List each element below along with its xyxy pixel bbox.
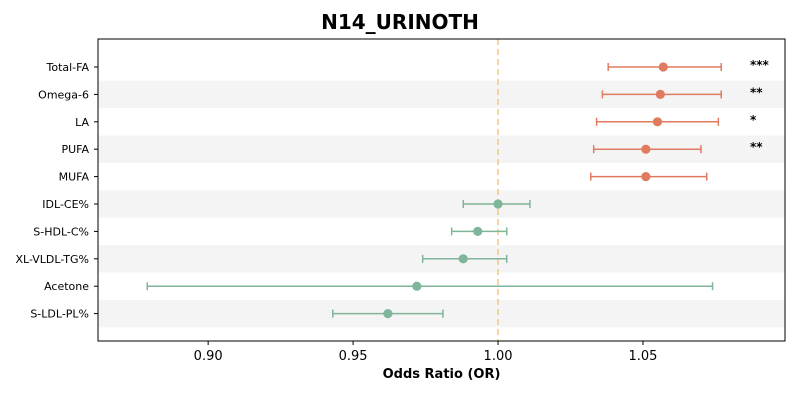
y-tick-label: LA [75,116,89,129]
y-tick-label: IDL-CE% [42,198,89,211]
significance-label: *** [750,58,770,72]
x-tick-label: 1.00 [484,349,513,364]
x-tick-label: 0.95 [339,349,368,364]
x-tick-label: 0.90 [194,349,223,364]
significance-label: ** [750,85,763,99]
or-point [658,62,668,72]
y-tick-label: MUFA [59,171,90,184]
significance-label: * [750,113,757,127]
y-tick-label: S-LDL-PL% [30,308,89,321]
x-tick-label: 1.05 [628,349,657,364]
or-point [412,281,422,291]
or-point [655,89,665,99]
or-point [473,226,483,236]
or-point [652,117,663,127]
or-point [641,172,651,182]
y-tick-label: Omega-6 [38,88,89,101]
or-point [493,199,503,209]
row-band [98,190,785,218]
significance-label: ** [750,140,763,154]
chart-title: N14_URINOTH [321,10,479,34]
y-tick-label: PUFA [61,143,89,156]
y-tick-label: Total-FA [45,61,89,74]
y-tick-label: XL-VLDL-TG% [15,253,89,266]
y-tick-label: S-HDL-C% [33,225,89,238]
or-point [458,254,468,264]
axes-frame [97,38,786,342]
y-tick-label: Acetone [44,280,89,293]
x-axis-label: Odds Ratio (OR) [382,367,501,382]
or-point [641,144,651,154]
or-point [383,309,393,319]
